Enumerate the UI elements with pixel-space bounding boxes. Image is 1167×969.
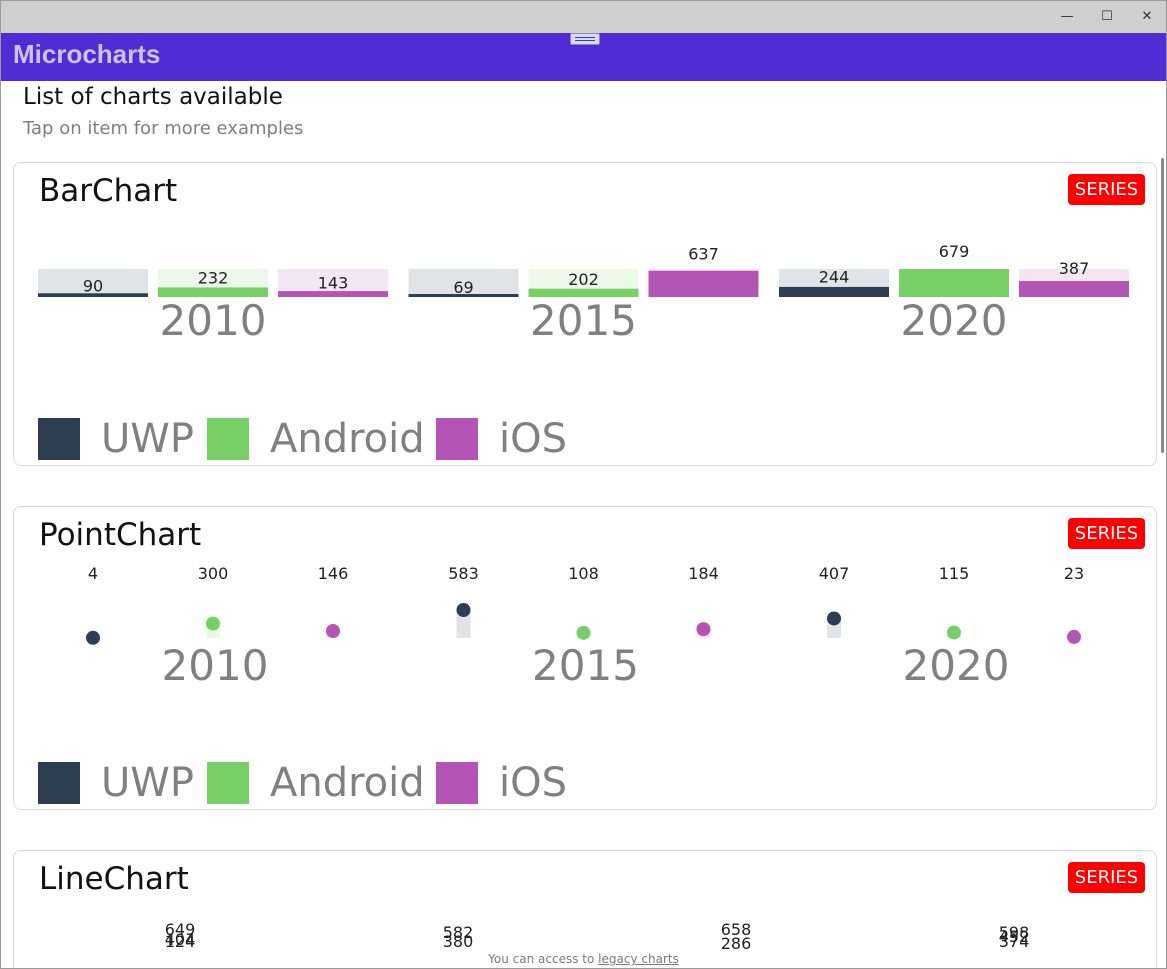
point-uwp <box>86 630 100 645</box>
footer: You can access to legacy charts <box>1 952 1166 966</box>
legend-swatch-uwp <box>38 418 80 460</box>
bar-ios <box>648 270 759 297</box>
bar-value-label: 69 <box>453 278 473 297</box>
window-titlebar[interactable]: — ☐ ✕ <box>1 1 1166 33</box>
line-value-label: 452 <box>999 927 1030 946</box>
category-label: 2020 <box>903 641 1010 690</box>
pointchart-card[interactable]: PointChart SERIES 4 300 146 2010 583 108 184 20… <box>13 506 1157 810</box>
bar-uwp <box>779 286 889 297</box>
point-android <box>576 625 591 640</box>
bar-value-label: 90 <box>83 277 103 296</box>
line-value-label: 658 <box>721 920 752 939</box>
card-title: BarChart <box>39 173 178 209</box>
legend-label-ios: iOS <box>499 416 567 462</box>
point-android <box>206 616 220 631</box>
vertical-scrollbar[interactable] <box>1161 158 1164 453</box>
drag-handle-icon[interactable] <box>570 33 600 45</box>
app-navigation-bar: Microcharts <box>1 33 1166 81</box>
category-label: 2010 <box>162 641 269 690</box>
point-value-label: 583 <box>448 564 479 583</box>
page-subtitle: Tap on item for more examples <box>23 118 304 139</box>
point-ios <box>1067 629 1081 644</box>
point-value-label: 184 <box>688 564 719 583</box>
bar-android <box>158 287 268 297</box>
card-title: PointChart <box>39 517 202 553</box>
bar-background <box>408 269 519 297</box>
legend-swatch-ios <box>436 418 478 460</box>
barchart-card[interactable]: BarChart SERIES 90 232 143 2010 69 202 637 2015… <box>13 162 1157 466</box>
bar-value-label: 143 <box>318 274 349 293</box>
legend-swatch-android <box>207 418 249 460</box>
legend-label-ios: iOS <box>499 760 567 806</box>
point-ios <box>696 622 711 637</box>
line-value-label: 374 <box>999 932 1030 951</box>
card-title: LineChart <box>39 861 189 897</box>
point-value-label: 4 <box>88 564 98 583</box>
legend-label-android: Android <box>270 416 425 462</box>
legend-label-uwp: UWP <box>101 416 194 462</box>
minimize-button[interactable]: — <box>1060 9 1074 24</box>
point-value-label: 146 <box>318 564 349 583</box>
line-value-label: 598 <box>999 923 1030 942</box>
linechart-card[interactable]: LineChart SERIES 649 404 124 582 380 658 286 59… <box>13 850 1157 968</box>
bar-background <box>38 269 148 297</box>
series-badge[interactable]: SERIES <box>1068 518 1145 549</box>
category-label: 2010 <box>160 296 267 345</box>
maximize-button[interactable]: ☐ <box>1101 9 1113 24</box>
series-badge[interactable]: SERIES <box>1068 174 1145 205</box>
category-label: 2020 <box>901 296 1008 345</box>
legend-label-uwp: UWP <box>101 760 194 806</box>
point-uwp <box>456 603 471 617</box>
line-value-label: 380 <box>443 932 474 951</box>
bar-android <box>899 269 1009 297</box>
footer-text: You can access to <box>488 952 595 966</box>
bar-value-label: 387 <box>1059 259 1090 278</box>
bar-chart: 90 232 143 2010 69 202 637 2015 244 679 387 2020 <box>38 242 1129 345</box>
app-title: Microcharts <box>13 39 161 69</box>
bar-ios <box>278 291 388 297</box>
point-android <box>947 625 961 640</box>
point-ios <box>326 623 340 638</box>
bar-ios <box>1019 281 1129 297</box>
legacy-charts-link[interactable]: legacy charts <box>598 952 679 966</box>
close-button[interactable]: ✕ <box>1141 9 1153 24</box>
line-value-label: 124 <box>165 932 196 951</box>
line-value-label: 404 <box>165 930 196 949</box>
bar-value-label: 679 <box>939 242 970 261</box>
legend-swatch-android <box>207 762 249 804</box>
category-label: 2015 <box>530 296 637 345</box>
bar-value-label: 637 <box>688 244 719 263</box>
bar-value-label: 202 <box>568 270 599 289</box>
bar-uwp <box>408 294 519 297</box>
legend-swatch-uwp <box>38 762 80 804</box>
legend-label-android: Android <box>270 760 425 806</box>
legend-swatch-ios <box>436 762 478 804</box>
point-stem <box>456 610 471 638</box>
line-value-label: 582 <box>443 923 474 942</box>
point-value-label: 407 <box>819 564 850 583</box>
category-label: 2015 <box>532 641 639 690</box>
bar-android <box>528 288 639 297</box>
point-value-label: 108 <box>568 564 599 583</box>
bar-uwp <box>38 293 148 297</box>
bar-value-label: 232 <box>198 268 229 287</box>
line-value-label: 649 <box>165 920 196 939</box>
line-value-label: 286 <box>721 934 752 953</box>
point-chart: 4 300 146 2010 583 108 184 2015 407 115 23 2020 <box>86 564 1084 690</box>
point-value-label: 23 <box>1064 564 1084 583</box>
point-value-label: 115 <box>939 564 970 583</box>
series-badge[interactable]: SERIES <box>1068 862 1145 893</box>
page-title: List of charts available <box>23 84 283 110</box>
point-value-label: 300 <box>198 564 229 583</box>
bar-value-label: 244 <box>819 268 850 287</box>
point-uwp <box>827 611 841 626</box>
